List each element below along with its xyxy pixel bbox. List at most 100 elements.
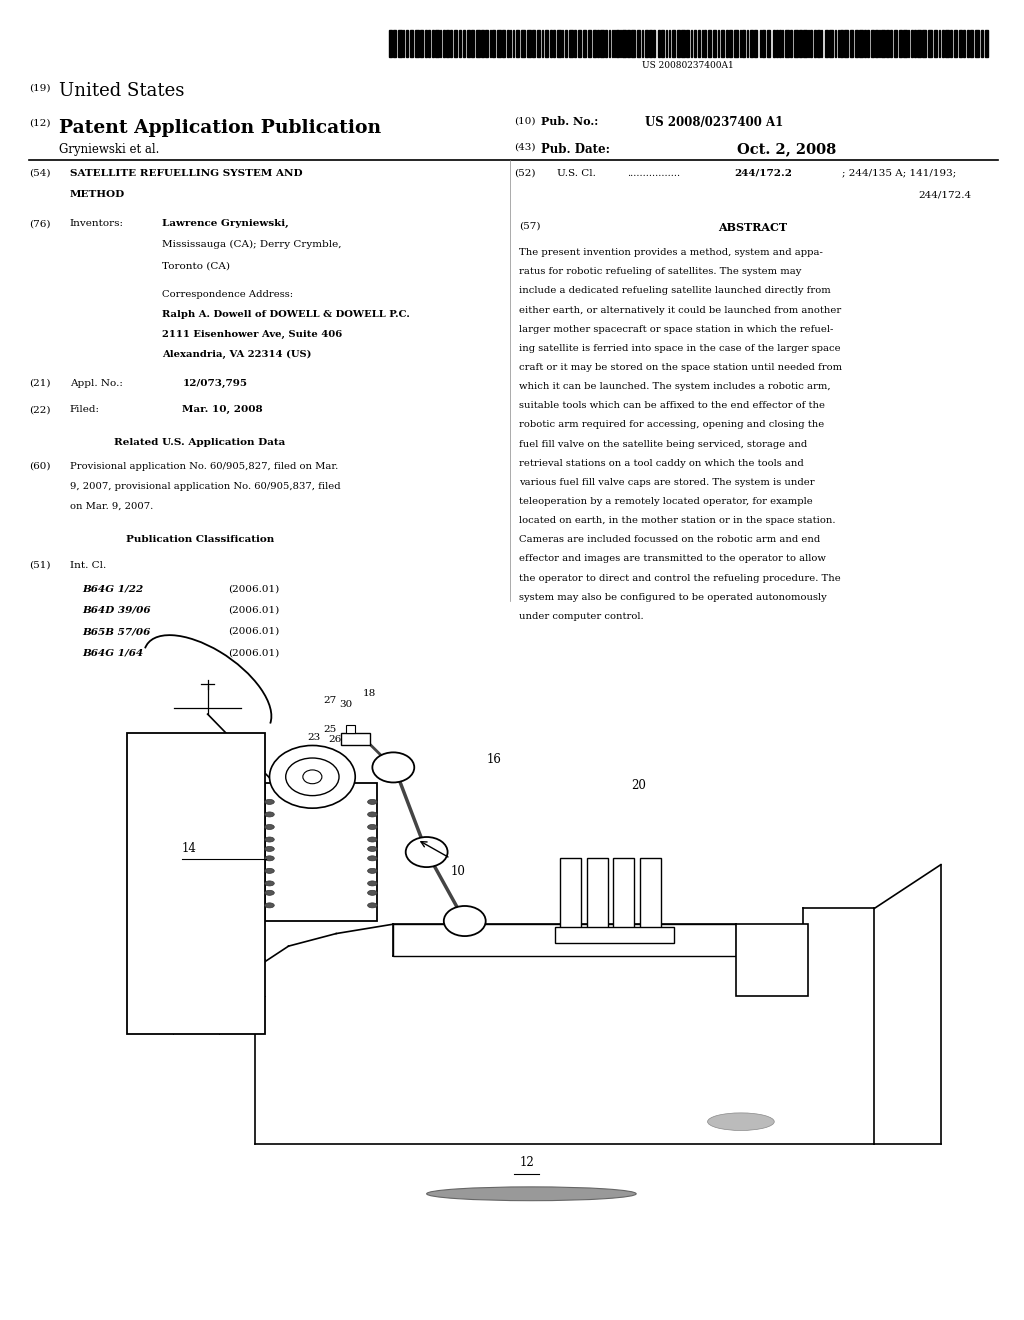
Bar — [476, 30, 480, 57]
Bar — [726, 30, 728, 57]
Text: (21): (21) — [29, 379, 50, 388]
Bar — [914, 30, 915, 57]
Text: 27: 27 — [323, 696, 336, 705]
Bar — [701, 30, 703, 57]
Text: (51): (51) — [29, 561, 50, 570]
Bar — [855, 30, 858, 57]
Bar — [471, 30, 474, 57]
Bar — [587, 858, 607, 933]
Bar — [616, 30, 620, 57]
Ellipse shape — [286, 758, 339, 796]
Bar — [420, 30, 423, 57]
Bar — [890, 30, 892, 57]
Ellipse shape — [265, 880, 274, 886]
Text: US 20080237400A1: US 20080237400A1 — [642, 61, 734, 70]
Text: SATELLITE REFUELLING SYSTEM AND: SATELLITE REFUELLING SYSTEM AND — [70, 169, 302, 178]
Bar — [481, 30, 484, 57]
Text: Oct. 2, 2008: Oct. 2, 2008 — [737, 143, 837, 157]
Bar — [265, 783, 377, 921]
Text: (52): (52) — [514, 169, 536, 178]
Text: (10): (10) — [514, 116, 536, 125]
Bar — [870, 30, 873, 57]
Bar — [824, 30, 827, 57]
Bar — [583, 30, 586, 57]
Ellipse shape — [265, 890, 274, 895]
Bar — [776, 30, 778, 57]
Bar — [880, 30, 881, 57]
Text: Publication Classification: Publication Classification — [126, 535, 273, 544]
Bar — [739, 30, 740, 57]
Bar — [838, 30, 839, 57]
Bar — [560, 858, 581, 933]
Text: include a dedicated refueling satellite launched directly from: include a dedicated refueling satellite … — [519, 286, 830, 296]
Text: located on earth, in the mother station or in the space station.: located on earth, in the mother station … — [519, 516, 836, 525]
Text: 9, 2007, provisional application No. 60/905,837, filed: 9, 2007, provisional application No. 60/… — [70, 482, 340, 491]
Text: Patent Application Publication: Patent Application Publication — [59, 119, 382, 137]
Text: ; 244/135 A; 141/193;: ; 244/135 A; 141/193; — [842, 169, 956, 178]
Bar — [600, 30, 604, 57]
Bar — [821, 30, 822, 57]
Bar — [428, 30, 430, 57]
Bar — [569, 30, 572, 57]
Bar — [613, 30, 615, 57]
Bar — [782, 30, 783, 57]
Ellipse shape — [269, 746, 355, 808]
Bar — [597, 30, 599, 57]
Bar — [531, 30, 536, 57]
Ellipse shape — [427, 1187, 636, 1201]
Bar — [970, 30, 973, 57]
Bar — [640, 858, 660, 933]
Bar — [510, 30, 512, 57]
Bar — [721, 30, 724, 57]
Bar — [850, 30, 853, 57]
Bar — [813, 30, 815, 57]
Bar — [958, 30, 963, 57]
Bar — [403, 30, 404, 57]
Bar — [613, 858, 634, 933]
Bar — [985, 30, 988, 57]
Bar — [565, 30, 567, 57]
Bar — [657, 30, 659, 57]
Bar — [736, 924, 808, 997]
Text: retrieval stations on a tool caddy on which the tools and: retrieval stations on a tool caddy on wh… — [519, 458, 804, 467]
Bar — [609, 30, 610, 57]
Bar — [631, 30, 635, 57]
Text: Int. Cl.: Int. Cl. — [70, 561, 105, 570]
Text: ing satellite is ferried into space in the case of the larger space: ing satellite is ferried into space in t… — [519, 343, 841, 352]
Bar — [442, 30, 444, 57]
Ellipse shape — [708, 1113, 774, 1130]
Text: (2006.01): (2006.01) — [228, 585, 280, 594]
Bar — [555, 927, 674, 942]
Text: (43): (43) — [514, 143, 536, 152]
Ellipse shape — [265, 825, 274, 829]
Bar — [785, 30, 788, 57]
Bar — [440, 30, 441, 57]
Bar — [907, 30, 908, 57]
Bar — [593, 30, 596, 57]
Bar — [485, 30, 488, 57]
Bar — [729, 30, 732, 57]
Bar — [637, 30, 640, 57]
Text: 244/172.4: 244/172.4 — [919, 190, 972, 199]
Bar — [459, 30, 461, 57]
Text: 18: 18 — [362, 689, 376, 698]
Text: Provisional application No. 60/905,827, filed on Mar.: Provisional application No. 60/905,827, … — [70, 462, 338, 471]
Bar — [578, 30, 582, 57]
Bar — [772, 30, 774, 57]
Bar — [611, 30, 612, 57]
Bar — [416, 30, 419, 57]
Text: Gryniewski et al.: Gryniewski et al. — [59, 143, 160, 156]
Text: .................: ................. — [627, 169, 680, 178]
Text: 20: 20 — [632, 780, 646, 792]
Bar — [621, 30, 622, 57]
Text: system may also be configured to be operated autonomously: system may also be configured to be oper… — [519, 593, 827, 602]
Bar — [127, 733, 265, 1034]
Bar — [562, 30, 563, 57]
Bar — [767, 30, 770, 57]
Ellipse shape — [265, 855, 274, 861]
Bar — [705, 30, 707, 57]
Bar — [876, 30, 879, 57]
Bar — [795, 30, 798, 57]
Bar — [521, 30, 525, 57]
Ellipse shape — [368, 812, 377, 817]
